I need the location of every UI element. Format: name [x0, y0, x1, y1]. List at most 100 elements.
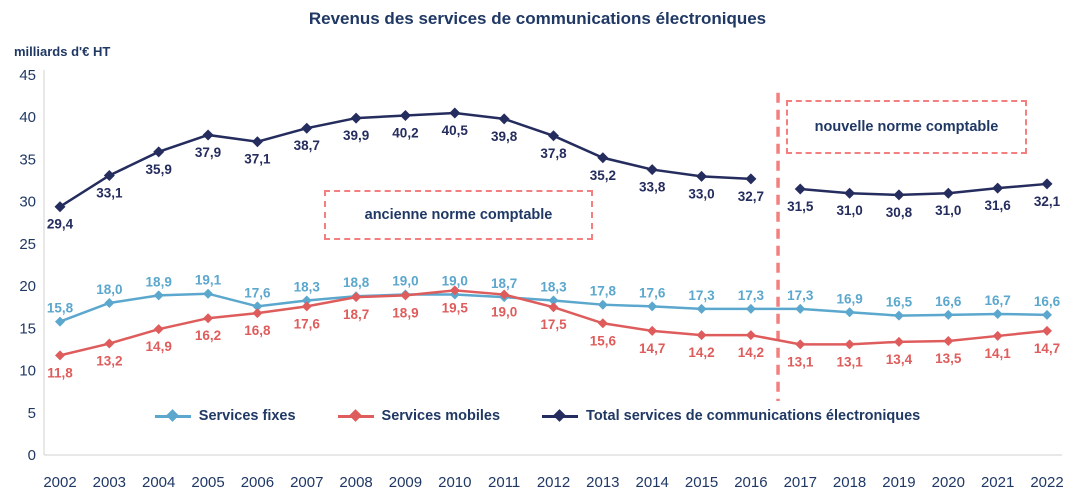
- data-label: 19,0: [392, 274, 418, 289]
- y-tick-label: 0: [28, 447, 36, 464]
- data-label: 17,3: [787, 288, 814, 303]
- y-tick-label: 10: [19, 363, 36, 380]
- data-label: 15,8: [47, 301, 74, 316]
- x-tick-label: 2010: [438, 474, 471, 491]
- data-label: 17,6: [639, 285, 666, 300]
- data-label: 31,5: [787, 199, 814, 214]
- data-point: [597, 152, 609, 164]
- x-tick-label: 2004: [142, 474, 175, 491]
- data-point: [844, 187, 856, 199]
- legend-series-marker-icon: [337, 409, 374, 423]
- data-point: [646, 164, 658, 176]
- legend-series-marker-icon: [542, 409, 579, 423]
- data-label: 16,5: [886, 295, 913, 310]
- data-point: [400, 290, 411, 301]
- data-label: 14,7: [1034, 341, 1060, 356]
- data-label: 18,0: [96, 282, 122, 297]
- data-label: 19,0: [491, 305, 517, 320]
- x-tick-label: 2017: [784, 474, 817, 491]
- data-point: [1042, 309, 1052, 320]
- data-point: [203, 313, 214, 324]
- data-label: 31,0: [836, 203, 862, 218]
- series-line: [800, 182, 1048, 197]
- data-label: 16,9: [836, 291, 862, 306]
- data-label: 33,8: [639, 180, 666, 195]
- y-tick-label: 30: [19, 194, 36, 211]
- data-point: [548, 130, 559, 142]
- data-label: 19,0: [442, 274, 468, 289]
- data-label: 16,6: [935, 294, 962, 309]
- y-tick-label: 25: [19, 236, 36, 253]
- chart-legend: Services fixes Services mobiles Total serv…: [0, 408, 1075, 424]
- data-label: 15,6: [590, 333, 617, 348]
- data-point: [1041, 178, 1053, 190]
- data-point: [745, 330, 756, 341]
- data-point: [992, 330, 1003, 341]
- data-label: 38,7: [294, 138, 320, 153]
- x-tick-label: 2019: [882, 474, 915, 491]
- legend-label: Services mobiles: [381, 408, 501, 424]
- data-point: [153, 146, 165, 158]
- data-point: [696, 330, 707, 341]
- y-tick-label: 20: [19, 278, 36, 295]
- data-label: 13,1: [836, 354, 863, 369]
- x-tick-label: 2016: [734, 474, 767, 491]
- x-tick-label: 2005: [191, 474, 224, 491]
- x-tick-label: 2008: [339, 474, 372, 491]
- data-point: [795, 339, 806, 350]
- data-point: [301, 295, 312, 306]
- x-tick-label: 2002: [43, 474, 76, 491]
- data-label: 19,1: [195, 273, 222, 288]
- data-label: 17,6: [294, 316, 321, 331]
- data-label: 31,6: [985, 198, 1012, 213]
- x-tick-label: 2020: [932, 474, 965, 491]
- data-label: 13,5: [935, 351, 962, 366]
- x-tick-label: 2011: [488, 474, 520, 491]
- data-label: 14,2: [738, 345, 764, 360]
- legend-item: Total services de communications électro…: [542, 408, 920, 424]
- data-point: [745, 173, 757, 185]
- data-label: 37,8: [540, 146, 567, 161]
- data-label: 35,2: [590, 168, 616, 183]
- data-point: [153, 324, 164, 335]
- data-label: 18,3: [540, 279, 567, 294]
- data-point: [942, 187, 954, 199]
- y-axis-unit-label: milliards d'€ HT: [14, 44, 111, 59]
- data-label: 17,5: [540, 317, 567, 332]
- data-label: 16,6: [1034, 294, 1061, 309]
- data-label: 35,9: [146, 162, 172, 177]
- data-point: [844, 339, 855, 350]
- data-point: [104, 338, 115, 349]
- data-label: 29,4: [47, 217, 74, 232]
- data-point: [696, 170, 708, 182]
- data-label: 17,3: [738, 288, 765, 303]
- data-point: [647, 301, 658, 312]
- data-point: [893, 189, 905, 201]
- data-label: 32,1: [1034, 194, 1061, 209]
- data-point: [498, 113, 510, 125]
- x-tick-label: 2006: [241, 474, 274, 491]
- data-point: [251, 136, 263, 148]
- data-label: 37,9: [195, 145, 221, 160]
- x-tick-label: 2021: [981, 474, 1014, 491]
- data-point: [893, 310, 904, 321]
- data-label: 31,0: [935, 203, 961, 218]
- data-label: 11,8: [47, 365, 73, 380]
- data-point: [548, 302, 559, 313]
- y-tick-label: 45: [19, 67, 36, 84]
- data-label: 37,1: [244, 152, 271, 167]
- data-point: [943, 336, 954, 346]
- data-point: [55, 316, 65, 327]
- data-point: [597, 318, 608, 329]
- data-label: 16,8: [244, 323, 271, 338]
- data-label: 18,9: [392, 305, 418, 320]
- data-label: 13,4: [886, 352, 913, 367]
- x-tick-label: 2007: [290, 474, 323, 491]
- data-point: [449, 107, 461, 119]
- data-point: [1042, 325, 1052, 336]
- y-tick-label: 40: [19, 109, 36, 126]
- data-point: [992, 182, 1004, 194]
- data-point: [893, 336, 904, 347]
- data-point: [203, 288, 214, 299]
- data-point: [647, 325, 658, 336]
